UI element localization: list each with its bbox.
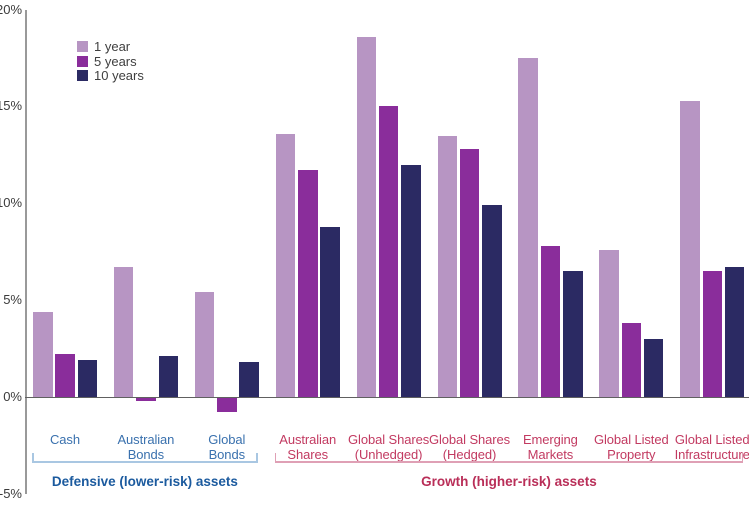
y-tick-label: 20% xyxy=(0,1,23,17)
category-label-line: Global xyxy=(208,432,246,447)
group-bracket-tick xyxy=(32,453,34,462)
category-label-line: (Unhedged) xyxy=(354,447,423,462)
legend-swatch xyxy=(77,41,88,52)
y-tick-label: 10% xyxy=(0,195,23,211)
y-tick-label: -5% xyxy=(0,485,22,501)
bar xyxy=(217,397,237,413)
group-bracket-tick xyxy=(741,453,744,462)
bar xyxy=(401,164,421,397)
bar xyxy=(378,106,399,397)
bar xyxy=(459,149,480,397)
category-label-line: Bonds xyxy=(208,447,245,462)
zero-axis-line xyxy=(25,396,749,398)
bar xyxy=(482,205,502,397)
bar xyxy=(518,58,538,397)
bar xyxy=(621,323,642,397)
bar xyxy=(437,135,457,397)
category-label: Cash xyxy=(16,432,114,447)
category-label-line: Australian xyxy=(279,432,337,447)
group-bracket-tick xyxy=(274,453,277,462)
category-label: Emerging Markets xyxy=(501,432,599,462)
bar xyxy=(680,100,700,397)
group-bracket xyxy=(32,461,258,463)
bar xyxy=(298,170,318,397)
y-tick-label: 0% xyxy=(3,389,22,404)
y-axis-line xyxy=(25,9,27,494)
category-label-line: Global Listed xyxy=(674,432,749,447)
legend-label: 5 years xyxy=(94,53,137,69)
bar xyxy=(239,362,259,397)
bar xyxy=(724,267,745,397)
bar xyxy=(158,356,178,397)
bar xyxy=(540,245,561,397)
category-label: Australian Bonds xyxy=(97,432,195,462)
category-label-line: Global Shares xyxy=(428,432,511,447)
bar xyxy=(55,354,75,397)
category-label: Australian Shares xyxy=(259,432,357,462)
bar xyxy=(194,292,215,397)
group-bracket xyxy=(274,461,744,463)
legend-swatch xyxy=(77,70,88,81)
bar xyxy=(113,267,134,397)
category-label-line: Emerging xyxy=(522,432,578,447)
bar xyxy=(320,226,340,397)
legend-label: 10 years xyxy=(94,68,144,83)
category-label: Global Listed Infrastructure xyxy=(663,432,749,462)
bar xyxy=(563,271,583,397)
bar xyxy=(599,249,619,397)
group-bracket-tick xyxy=(256,453,258,462)
bar xyxy=(33,311,53,397)
category-label-line: Global Shares xyxy=(348,432,430,447)
category-label-line: Australian xyxy=(117,432,175,447)
category-label-line: Shares xyxy=(287,447,328,462)
bar xyxy=(702,271,722,397)
legend-swatch xyxy=(77,55,88,67)
bar xyxy=(136,397,156,401)
legend-label: 1 year xyxy=(94,39,131,54)
bar xyxy=(77,360,98,397)
category-label: Global Listed Property xyxy=(582,432,680,462)
category-label-line: Bonds xyxy=(127,447,165,462)
category-label-line: Global Listed xyxy=(594,432,669,447)
category-label-line: Cash xyxy=(50,432,80,447)
category-label: Global Shares (Hedged) xyxy=(421,432,519,462)
group-caption: Defensive (lower-risk) assets xyxy=(51,474,238,489)
category-label-line: Markets xyxy=(527,447,574,462)
y-tick-label: 5% xyxy=(3,292,22,308)
bar xyxy=(643,338,664,397)
group-caption: Growth (higher-risk) assets xyxy=(421,474,597,489)
category-label-line: Property xyxy=(607,447,656,462)
bar xyxy=(356,36,377,397)
category-label: Global Shares (Unhedged) xyxy=(340,432,438,462)
category-label-line: (Hedged) xyxy=(442,447,497,462)
category-label: Global Bonds xyxy=(178,432,276,462)
y-tick-label: 15% xyxy=(0,98,23,114)
category-label-line: Infrastructure xyxy=(674,447,749,462)
bar xyxy=(275,133,296,397)
